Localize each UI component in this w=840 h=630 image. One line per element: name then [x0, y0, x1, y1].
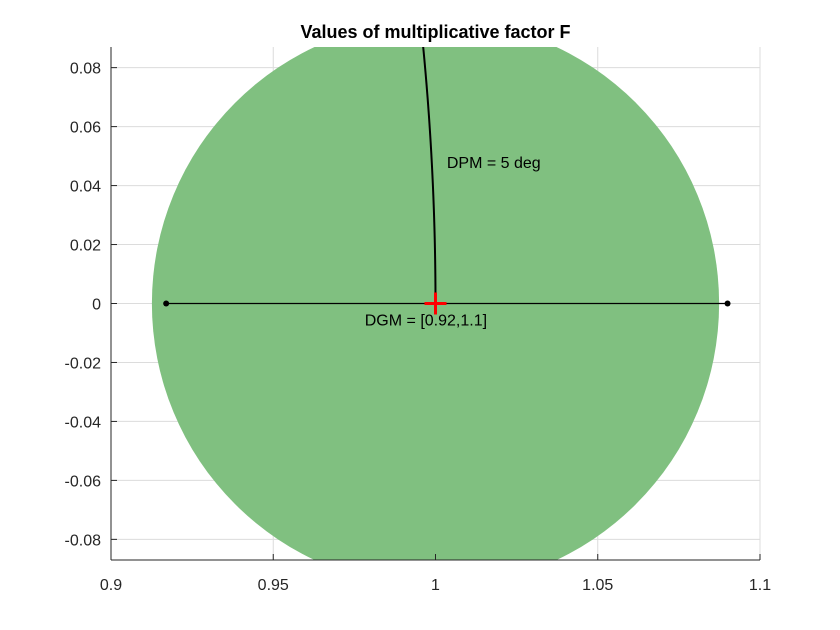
x-tick-label: 0.95 — [258, 577, 289, 594]
y-tick-label: -0.04 — [65, 414, 102, 431]
x-tick-label: 0.9 — [100, 577, 122, 594]
gain-margin-endpoint — [163, 300, 170, 307]
y-tick-label: -0.02 — [65, 355, 102, 372]
y-tick-label: 0.04 — [70, 179, 101, 196]
x-tick-label: 1.1 — [749, 577, 771, 594]
y-tick-label: 0 — [92, 297, 101, 314]
annotation-text: DGM = [0.92,1.1] — [365, 313, 487, 330]
y-tick-label: 0.02 — [70, 238, 101, 255]
x-tick-label: 1 — [431, 577, 440, 594]
annotation-text: DPM = 5 deg — [447, 155, 541, 172]
labels: 0.9 0.95 1 1.05 1.1 -0.08 -0.06 -0.04 -0.02 0 0.02… — [65, 61, 772, 594]
plot-data — [151, 47, 731, 560]
y-tick-label: -0.08 — [65, 532, 102, 549]
phase-margin-arc — [422, 47, 437, 304]
y-tick-label: -0.06 — [65, 473, 102, 490]
y-tick-label: 0.08 — [70, 61, 101, 78]
axes — [110, 47, 761, 561]
y-tick-label: 0.06 — [70, 120, 101, 137]
gain-margin-endpoint — [724, 300, 731, 307]
x-tick-label: 1.05 — [582, 577, 613, 594]
chart-title: Values of multiplicative factor F — [300, 22, 570, 42]
